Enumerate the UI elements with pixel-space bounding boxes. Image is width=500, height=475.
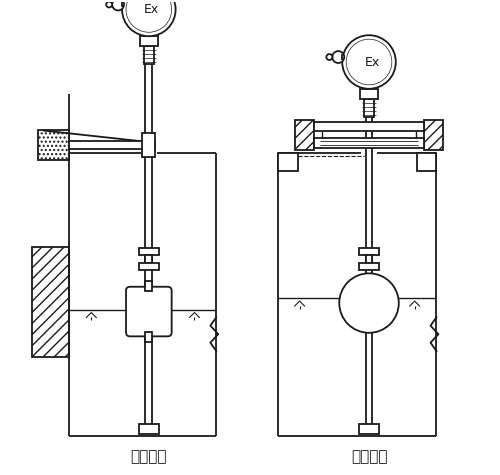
Bar bbox=[424, 120, 444, 150]
Bar bbox=[360, 89, 378, 99]
Bar bbox=[70, 142, 156, 149]
Bar bbox=[144, 46, 154, 64]
Bar bbox=[142, 133, 156, 157]
Circle shape bbox=[326, 54, 332, 60]
Bar bbox=[314, 122, 424, 132]
Bar bbox=[294, 120, 314, 150]
Circle shape bbox=[112, 0, 124, 10]
Bar bbox=[146, 332, 152, 342]
Bar bbox=[416, 153, 436, 171]
Bar bbox=[38, 131, 70, 160]
Bar bbox=[139, 263, 159, 270]
Circle shape bbox=[332, 51, 344, 63]
Circle shape bbox=[122, 0, 176, 36]
Text: Ex: Ex bbox=[144, 3, 160, 16]
Circle shape bbox=[106, 1, 112, 8]
Bar bbox=[364, 99, 374, 116]
Bar bbox=[314, 138, 424, 148]
Circle shape bbox=[126, 0, 172, 32]
Bar bbox=[359, 248, 379, 255]
Bar bbox=[140, 36, 158, 46]
Circle shape bbox=[340, 273, 399, 333]
Text: Ex: Ex bbox=[364, 56, 380, 68]
Text: 架装固定: 架装固定 bbox=[130, 449, 167, 464]
Bar bbox=[359, 424, 379, 434]
Circle shape bbox=[342, 35, 396, 89]
Bar bbox=[139, 248, 159, 255]
Text: 法兰固定: 法兰固定 bbox=[351, 449, 388, 464]
Bar bbox=[278, 153, 297, 171]
Bar bbox=[359, 263, 379, 270]
Circle shape bbox=[346, 39, 392, 85]
Bar bbox=[366, 255, 372, 263]
FancyBboxPatch shape bbox=[126, 287, 172, 336]
Bar bbox=[146, 281, 152, 291]
Bar bbox=[32, 247, 70, 357]
Bar bbox=[146, 255, 152, 263]
Bar bbox=[139, 424, 159, 434]
